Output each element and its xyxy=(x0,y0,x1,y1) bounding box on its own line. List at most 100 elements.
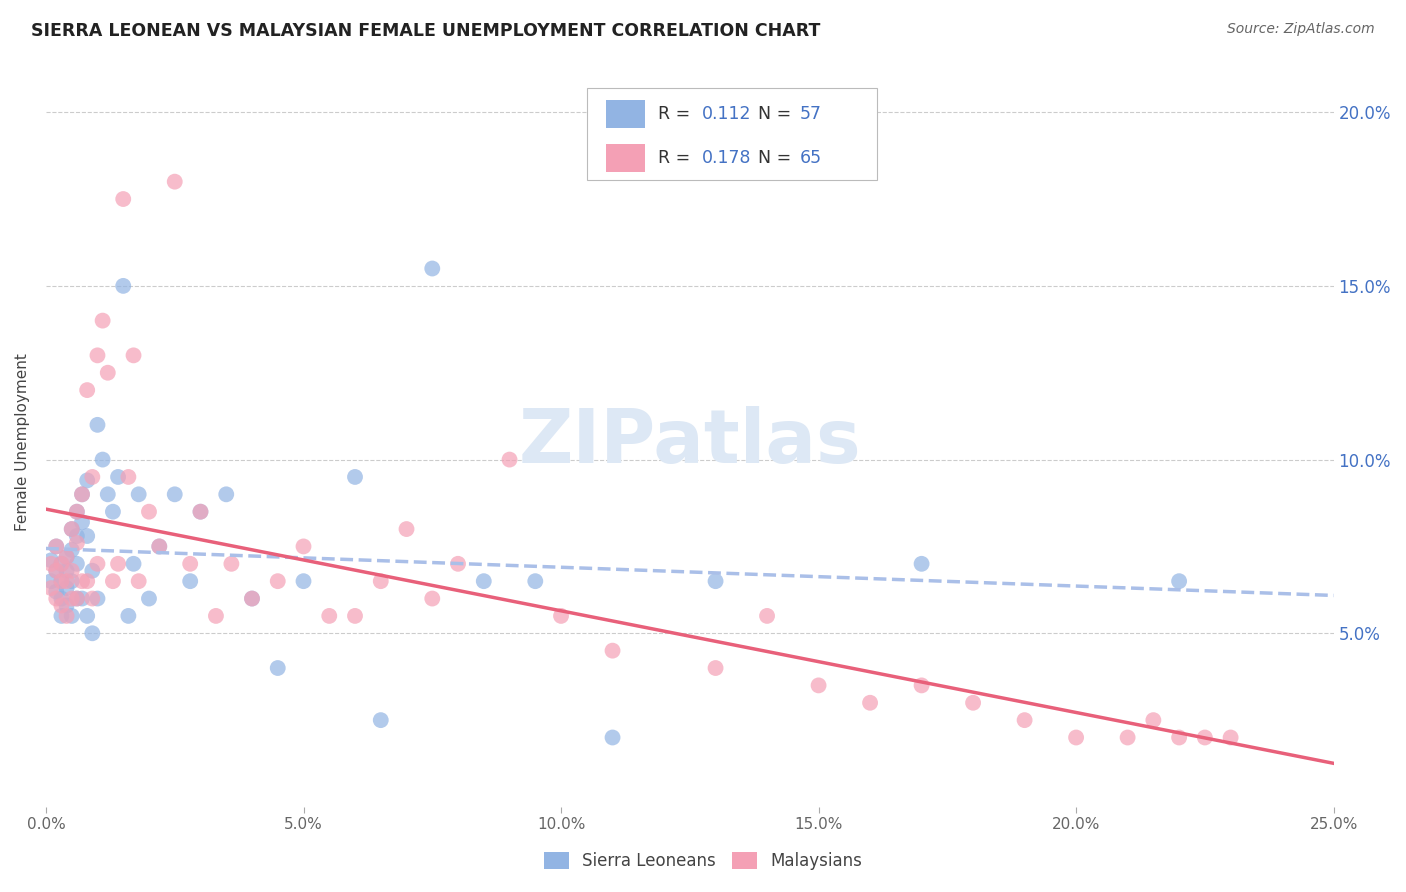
Point xyxy=(60,574,83,589)
Point xyxy=(51,574,73,589)
Point xyxy=(60,564,83,578)
Point xyxy=(117,608,139,623)
Point xyxy=(910,557,932,571)
Text: 0.112: 0.112 xyxy=(702,105,751,123)
Point xyxy=(756,608,779,623)
Point xyxy=(97,366,120,380)
Point xyxy=(76,574,98,589)
Text: N =: N = xyxy=(758,105,797,123)
Point xyxy=(39,574,62,589)
Point xyxy=(66,505,89,519)
Point xyxy=(45,540,67,554)
Point xyxy=(55,581,77,595)
FancyBboxPatch shape xyxy=(586,88,876,179)
Point xyxy=(82,591,104,606)
Point xyxy=(112,192,135,206)
Point xyxy=(318,608,340,623)
Point xyxy=(66,505,89,519)
Point xyxy=(267,661,290,675)
Point xyxy=(76,383,98,397)
Point xyxy=(70,591,93,606)
Point xyxy=(148,540,170,554)
Point xyxy=(51,557,73,571)
Point xyxy=(82,470,104,484)
Point xyxy=(420,591,443,606)
Point xyxy=(60,522,83,536)
Point xyxy=(447,557,470,571)
Point xyxy=(107,470,129,484)
Point xyxy=(55,608,77,623)
Point xyxy=(704,661,727,675)
Point xyxy=(91,452,114,467)
Point xyxy=(1064,731,1087,745)
Point xyxy=(39,557,62,571)
Point xyxy=(82,626,104,640)
Point xyxy=(472,574,495,589)
Point xyxy=(91,313,114,327)
Text: SIERRA LEONEAN VS MALAYSIAN FEMALE UNEMPLOYMENT CORRELATION CHART: SIERRA LEONEAN VS MALAYSIAN FEMALE UNEMP… xyxy=(31,22,820,40)
Point xyxy=(1142,713,1164,727)
Point xyxy=(60,522,83,536)
Point xyxy=(107,557,129,571)
Point xyxy=(240,591,263,606)
Point xyxy=(221,557,243,571)
Point xyxy=(82,564,104,578)
Point xyxy=(859,696,882,710)
Point xyxy=(138,591,160,606)
Point xyxy=(51,599,73,613)
Point xyxy=(55,599,77,613)
Text: 0.178: 0.178 xyxy=(702,149,751,167)
Point xyxy=(112,278,135,293)
Point xyxy=(395,522,418,536)
Point xyxy=(240,591,263,606)
Text: 57: 57 xyxy=(799,105,821,123)
Point xyxy=(60,608,83,623)
Point xyxy=(1116,731,1139,745)
Point xyxy=(45,564,67,578)
Legend: Sierra Leoneans, Malaysians: Sierra Leoneans, Malaysians xyxy=(537,845,869,877)
Point xyxy=(86,591,108,606)
Point xyxy=(1014,713,1036,727)
Text: Source: ZipAtlas.com: Source: ZipAtlas.com xyxy=(1227,22,1375,37)
Point xyxy=(66,591,89,606)
Point xyxy=(66,591,89,606)
Point xyxy=(190,505,212,519)
Point xyxy=(1219,731,1241,745)
Point xyxy=(370,713,392,727)
Point xyxy=(45,540,67,554)
Point xyxy=(76,529,98,543)
Point xyxy=(101,505,124,519)
Point xyxy=(70,574,93,589)
Point xyxy=(122,348,145,362)
Point xyxy=(1168,731,1191,745)
Point xyxy=(602,731,624,745)
Point xyxy=(910,678,932,692)
Point xyxy=(60,591,83,606)
Point xyxy=(55,574,77,589)
Point xyxy=(343,470,366,484)
Point xyxy=(190,505,212,519)
Point xyxy=(39,581,62,595)
Bar xyxy=(606,100,645,128)
Point xyxy=(205,608,228,623)
Point xyxy=(86,557,108,571)
Point xyxy=(1168,574,1191,589)
Point xyxy=(97,487,120,501)
Point xyxy=(128,487,150,501)
Point xyxy=(55,549,77,564)
Point xyxy=(179,557,201,571)
Point xyxy=(602,643,624,657)
Point xyxy=(45,591,67,606)
Text: 65: 65 xyxy=(799,149,821,167)
Point xyxy=(1194,731,1216,745)
Point xyxy=(179,574,201,589)
Text: R =: R = xyxy=(658,149,696,167)
Bar xyxy=(606,144,645,171)
Point xyxy=(70,487,93,501)
Point xyxy=(60,542,83,557)
Point xyxy=(39,553,62,567)
Point xyxy=(370,574,392,589)
Point xyxy=(70,515,93,529)
Point xyxy=(292,574,315,589)
Point xyxy=(70,487,93,501)
